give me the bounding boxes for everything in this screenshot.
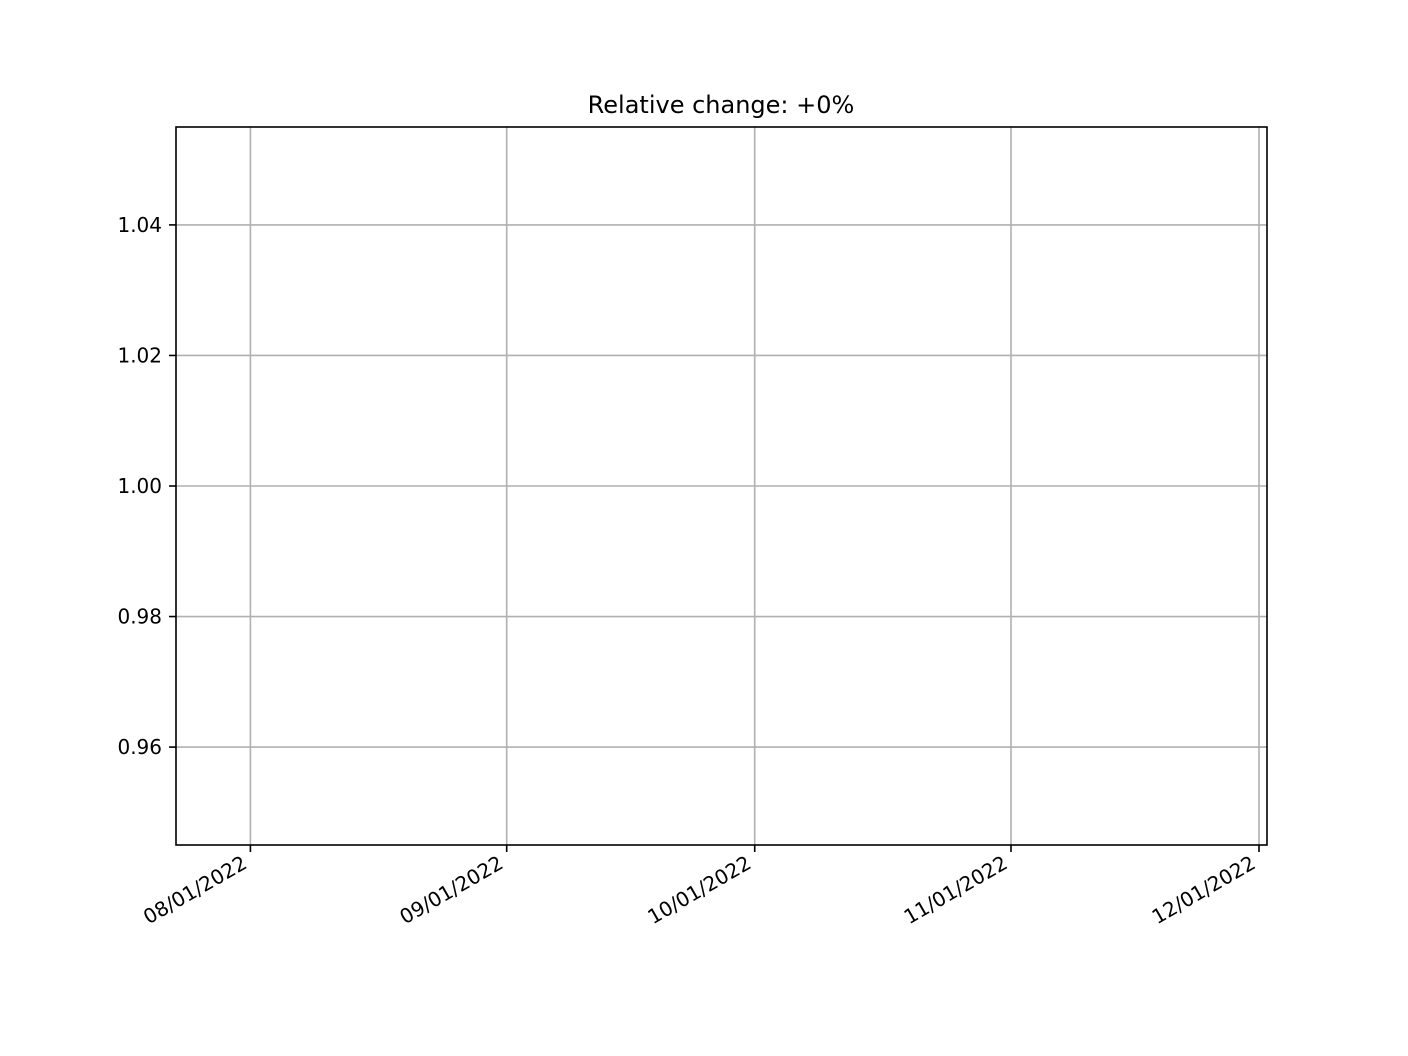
chart-title: Relative change: +0% — [588, 91, 855, 119]
y-tick-label: 1.02 — [117, 343, 162, 367]
y-tick-label: 1.00 — [117, 474, 162, 498]
y-tick-label: 0.98 — [117, 605, 162, 629]
y-tick-label: 0.96 — [117, 735, 162, 759]
y-axis-ticks: 0.96 0.98 1.00 1.02 1.04 — [117, 213, 176, 759]
y-tick-label: 1.04 — [117, 213, 162, 237]
grid-lines — [176, 127, 1267, 845]
